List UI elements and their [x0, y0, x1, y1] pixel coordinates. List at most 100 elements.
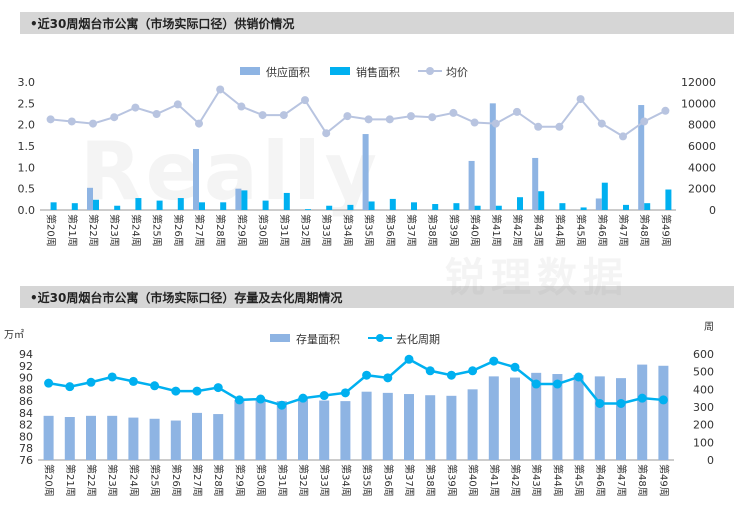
- y-right-tick-label: 12000: [681, 76, 716, 89]
- bar-销售面积: [262, 200, 269, 210]
- x-tick-label: 第35周: [363, 214, 376, 247]
- point-均价: [491, 119, 500, 128]
- bar-供应面积: [87, 187, 93, 210]
- x-tick-label: 第39周: [447, 214, 460, 247]
- legend-label-供应面积: 供应面积: [266, 65, 310, 79]
- x-tick-label: 第45周: [575, 214, 588, 247]
- x-tick-label: 第47周: [617, 214, 630, 247]
- bar-存量面积: [128, 417, 139, 460]
- bar-销售面积: [135, 198, 142, 210]
- point-均价: [110, 113, 119, 122]
- bar-销售面积: [517, 197, 523, 210]
- y-left-tick-label: 2.5: [18, 97, 36, 110]
- point-去化周期: [65, 382, 75, 392]
- bar-供应面积: [532, 157, 539, 210]
- bar-销售面积: [474, 205, 481, 210]
- point-去化周期: [298, 393, 308, 403]
- y-left-tick-label: 80: [19, 430, 33, 443]
- point-去化周期: [192, 386, 202, 396]
- bar-存量面积: [213, 414, 224, 460]
- bar-销售面积: [580, 207, 587, 210]
- point-去化周期: [531, 379, 541, 389]
- bar-销售面积: [347, 204, 354, 210]
- point-去化周期: [446, 370, 456, 380]
- point-均价: [385, 115, 394, 124]
- point-均价: [89, 119, 97, 128]
- x-tick-label: 第40周: [469, 214, 482, 247]
- point-去化周期: [637, 393, 647, 403]
- bar-存量面积: [64, 417, 75, 460]
- point-均价: [343, 112, 352, 121]
- y-right-unit-label: 周: [704, 321, 714, 333]
- point-均价: [597, 119, 606, 128]
- bar-存量面积: [404, 394, 414, 460]
- x-tick-label: 第23周: [106, 464, 119, 497]
- point-均价: [258, 111, 267, 120]
- bar-存量面积: [234, 399, 245, 460]
- x-tick-label: 第48周: [636, 464, 649, 497]
- point-均价: [534, 122, 543, 131]
- bar-存量面积: [658, 365, 669, 460]
- point-均价: [67, 117, 76, 126]
- section-title-supply-sales: •近30周烟台市公寓（市场实际口径）供销价情况: [30, 17, 295, 31]
- bar-销售面积: [495, 205, 502, 210]
- point-均价: [279, 111, 288, 120]
- bar-存量面积: [255, 398, 266, 460]
- point-去化周期: [340, 388, 350, 398]
- y-right-tick-label: 0: [709, 204, 716, 217]
- legend-swatch-供应面积: [240, 67, 260, 75]
- x-tick-label: 第37周: [405, 214, 418, 247]
- point-去化周期: [171, 386, 181, 396]
- point-去化周期: [128, 376, 138, 386]
- x-tick-label: 第42周: [509, 464, 522, 497]
- x-tick-label: 第31周: [278, 214, 291, 247]
- x-tick-label: 第49周: [657, 464, 670, 497]
- legend-marker-去化周期: [376, 334, 384, 342]
- bar-销售面积: [453, 203, 460, 210]
- y-left-tick-label: 76: [19, 454, 33, 467]
- y-right-tick-label: 500: [693, 366, 714, 379]
- x-tick-label: 第43周: [530, 464, 543, 497]
- section-header-stock-period: •近30周烟台市公寓（市场实际口径）存量及去化周期情况: [20, 286, 734, 308]
- bar-存量面积: [43, 415, 54, 460]
- x-tick-label: 第29周: [233, 464, 246, 497]
- bar-销售面积: [283, 192, 290, 210]
- x-tick-label: 第47周: [615, 464, 628, 497]
- x-tick-label: 第21周: [64, 464, 77, 497]
- bar-存量面积: [488, 376, 499, 460]
- point-去化周期: [658, 395, 668, 405]
- x-tick-label: 第20周: [43, 464, 56, 497]
- point-均价: [322, 129, 331, 138]
- x-tick-label: 第24周: [129, 214, 142, 247]
- point-去化周期: [213, 383, 223, 393]
- bar-销售面积: [644, 203, 651, 210]
- bar-销售面积: [368, 201, 375, 210]
- bar-供应面积: [235, 188, 242, 210]
- x-tick-label: 第32周: [299, 214, 312, 247]
- y-right-tick-label: 600: [693, 348, 714, 361]
- bar-存量面积: [149, 418, 160, 460]
- bar-存量面积: [616, 378, 626, 460]
- x-tick-label: 第27周: [193, 214, 206, 247]
- bar-销售面积: [665, 189, 672, 210]
- section-title-stock-period: •近30周烟台市公寓（市场实际口径）存量及去化周期情况: [30, 291, 343, 305]
- x-tick-label: 第48周: [638, 214, 651, 247]
- y-right-tick-label: 0: [707, 454, 714, 467]
- bar-销售面积: [177, 198, 184, 210]
- y-right-tick-label: 100: [693, 436, 714, 449]
- bar-存量面积: [382, 392, 393, 460]
- bar-存量面积: [467, 389, 478, 460]
- bar-供应面积: [468, 160, 475, 210]
- point-均价: [173, 100, 182, 109]
- x-tick-label: 第42周: [511, 214, 524, 247]
- x-tick-label: 第28周: [212, 464, 225, 497]
- y-right-tick-label: 10000: [681, 97, 716, 110]
- x-tick-label: 第33周: [320, 214, 333, 247]
- y-right-tick-label: 400: [693, 383, 714, 396]
- point-均价: [46, 115, 55, 124]
- bar-销售面积: [220, 202, 227, 210]
- point-均价: [195, 119, 203, 128]
- x-tick-label: 第39周: [445, 464, 458, 497]
- bar-供应面积: [595, 198, 602, 210]
- point-去化周期: [468, 366, 478, 376]
